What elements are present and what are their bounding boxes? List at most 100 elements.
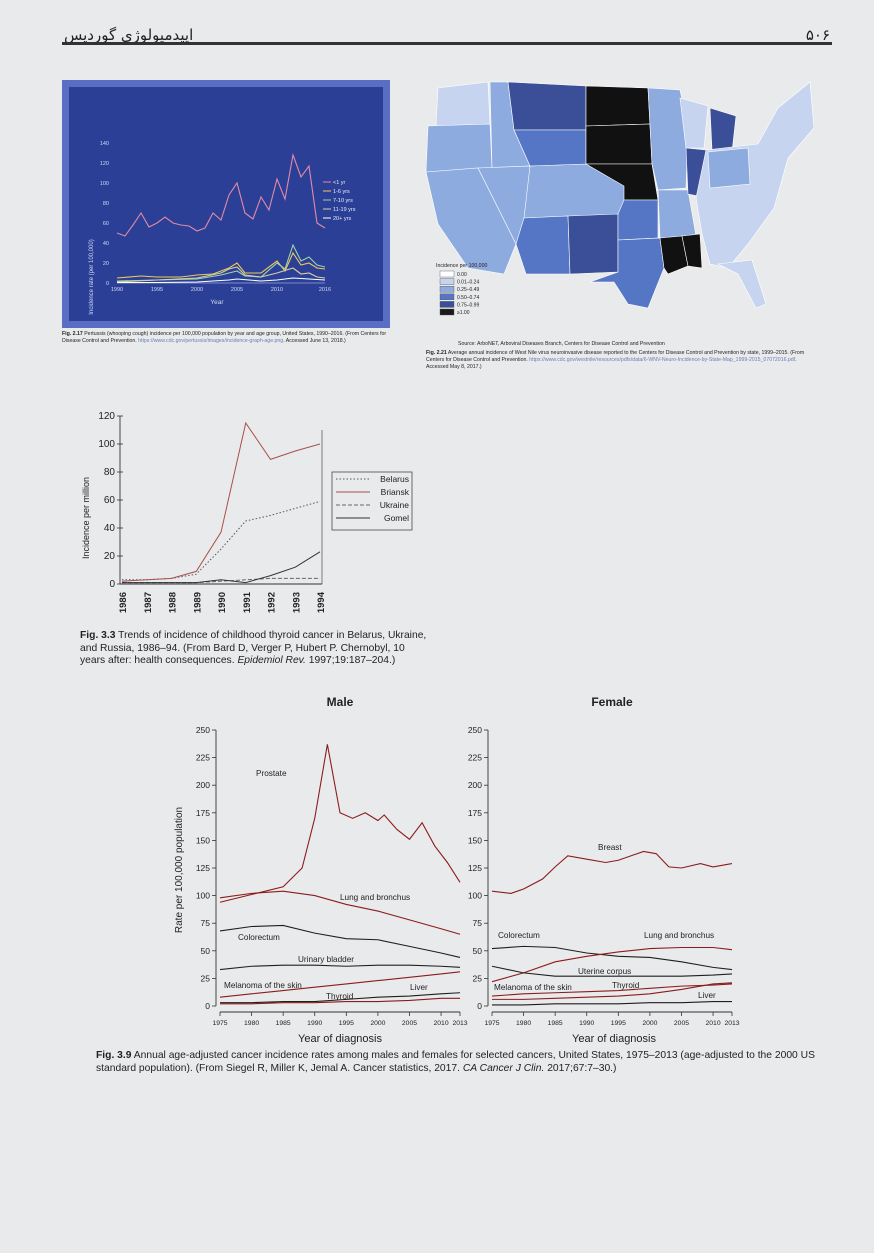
- thyroid-y-tick-label: 0: [109, 579, 115, 590]
- male-x-tick-label: 1985: [276, 1020, 291, 1027]
- pertussis-series-1-6-yrs: [116, 251, 326, 279]
- fig-3-3-journal: Epidemiol Rev.: [237, 655, 306, 666]
- state-arizona: [515, 215, 571, 275]
- pertussis-ylabel: Incidence rate (per 100,000): [89, 239, 95, 314]
- female-series-label: Thyroid: [612, 981, 640, 990]
- fig-3-3-text: Trends of incidence of childhood thyroid…: [80, 630, 427, 666]
- thyroid-x-tick-label: 1994: [316, 591, 327, 613]
- map-legend-swatch: [439, 293, 455, 301]
- male-series-label: Urinary bladder: [298, 955, 354, 964]
- map-legend-label: 0.25–0.49: [457, 287, 479, 293]
- fig-3-3-label: Fig. 3.3: [80, 630, 116, 641]
- female-series-label: Uterine corpus: [578, 967, 631, 976]
- female-x-tick-label: 1985: [548, 1020, 563, 1027]
- female-y-tick-label: 25: [473, 973, 483, 983]
- map-states: [425, 81, 815, 309]
- fig-2-21-accessed: . Accessed May 8, 2017.): [426, 357, 797, 370]
- fig-2-17-caption: Fig. 2.17 Pertussis (whooping cough) inc…: [62, 331, 397, 345]
- thyroid-x-tick-label: 1986: [118, 592, 129, 613]
- pertussis-series-7-10-yrs: [116, 243, 326, 282]
- thyroid-series-belarus: [122, 500, 321, 581]
- map-legend-label: 0.01–0.24: [457, 280, 479, 286]
- thyroid-legend-label: Belarus: [380, 474, 409, 484]
- male-x-tick-label: 1995: [339, 1020, 354, 1027]
- male-series-colorectum: [219, 924, 461, 958]
- male-y-tick-label: 150: [196, 835, 210, 845]
- fig-3-9-label: Fig. 3.9: [96, 1050, 132, 1061]
- female-y-tick-label: 225: [468, 753, 482, 763]
- thyroid-legend-label: Briansk: [381, 487, 410, 497]
- fig-2-17-accessed: . Accessed June 13, 2018.): [283, 338, 346, 344]
- thyroid-y-tick-label: 40: [104, 523, 116, 534]
- state-oregon: [425, 123, 493, 173]
- male-series-label: Liver: [410, 983, 428, 992]
- female-y-tick-label: 75: [473, 918, 483, 928]
- state-missouri-arkansas: [657, 189, 697, 239]
- pertussis-legend-label: 11-19 yrs: [333, 207, 356, 213]
- male-series-prostate: [219, 744, 461, 903]
- west-nile-map: Incidence per 100,000 0.00 0.01–0.240.25–…: [425, 81, 815, 316]
- pertussis-y-tick-label: 140: [100, 141, 109, 147]
- male-y-tick-label: 225: [196, 753, 210, 763]
- fig-2-17-label: Fig. 2.17: [62, 331, 83, 337]
- state-wisconsin: [679, 97, 709, 149]
- female-y-tick-label: 150: [468, 835, 482, 845]
- fig-3-9-text: Annual age-adjusted cancer incidence rat…: [96, 1050, 815, 1074]
- thyroid-legend-label: Gomel: [384, 513, 409, 523]
- pertussis-series-11-19-yrs: [116, 266, 326, 283]
- thyroid-legend-label: Ukraine: [380, 500, 410, 510]
- female-x-tick-label: 2013: [724, 1020, 739, 1027]
- male-x-tick-label: 1980: [244, 1020, 259, 1027]
- state-montana: [507, 81, 587, 131]
- female-series-label: Colorectum: [498, 931, 540, 940]
- pertussis-x-tick-label: 1995: [151, 287, 163, 293]
- fig-2-21-url[interactable]: https://www.cdc.gov/westnile/resources/p…: [529, 357, 796, 363]
- male-xlabel: Year of diagnosis: [298, 1033, 382, 1045]
- pertussis-x-tick-label: 1990: [111, 287, 123, 293]
- male-series-lung-and-bronchus: [219, 890, 461, 935]
- thyroid-ylabel: Incidence per million: [81, 477, 91, 559]
- fig-2-17-url[interactable]: https://www.cdc.gov/pertussis/images/inc…: [138, 338, 284, 344]
- thyroid-y-tick-label: 60: [104, 495, 116, 506]
- fig-2-21-source: Source: ArboNET, Arboviral Diseases Bran…: [458, 341, 665, 347]
- state-new-mexico: [567, 213, 619, 275]
- thyroid-legend-box: [331, 471, 413, 531]
- pertussis-legend-label: 20+ yrs: [333, 216, 351, 222]
- male-series-liver: [220, 992, 461, 1004]
- female-series-colorectum: [491, 945, 733, 971]
- thyroid-y-tick-label: 20: [104, 551, 116, 562]
- thyroid-x-tick-label: 1991: [242, 591, 253, 613]
- female-y-tick-label: 100: [468, 891, 482, 901]
- pertussis-x-tick-label: 2016: [319, 287, 331, 293]
- male-series-label: Melanoma of the skin: [224, 981, 302, 990]
- male-series-label: Thyroid: [326, 992, 354, 1001]
- fig-3-3-ref: 1997;19:187–204.): [308, 655, 396, 666]
- female-series-label: Lung and bronchus: [644, 931, 714, 940]
- male-y-tick-label: 175: [196, 808, 210, 818]
- female-x-tick-label: 1995: [611, 1020, 626, 1027]
- pertussis-y-tick-label: 40: [103, 241, 109, 247]
- map-legend-label: 0.00: [457, 272, 467, 278]
- map-legend-swatch: [439, 278, 455, 285]
- male-series-label: Lung and bronchus: [340, 893, 410, 902]
- state-michigan: [709, 107, 737, 153]
- map-legend-label: ≥1.00: [457, 310, 470, 316]
- pertussis-legend-label: 1-6 yrs: [333, 189, 350, 195]
- male-series-thyroid: [220, 997, 460, 1005]
- female-x-tick-label: 2005: [674, 1020, 689, 1027]
- male-y-tick-label: 125: [196, 863, 210, 873]
- male-series-label: Prostate: [256, 769, 287, 778]
- pertussis-y-tick-label: 0: [106, 281, 109, 287]
- pertussis-series-1-yr: [116, 152, 326, 237]
- map-legend-label: 0.50–0.74: [457, 295, 479, 301]
- pertussis-legend-label: 7-10 yrs: [333, 198, 353, 204]
- male-x-tick-label: 2013: [452, 1020, 467, 1027]
- male-x-tick-label: 2010: [433, 1020, 448, 1027]
- female-series-liver: [492, 1001, 732, 1006]
- pertussis-series-20-yrs: [117, 277, 326, 284]
- fig-2-21-text: Average annual incidence of West Nile vi…: [426, 350, 805, 363]
- female-y-tick-label: 250: [468, 725, 482, 735]
- male-series-urinary-bladder: [219, 964, 461, 971]
- state-north-dakota: [585, 85, 651, 127]
- map-legend-swatch: [439, 285, 455, 293]
